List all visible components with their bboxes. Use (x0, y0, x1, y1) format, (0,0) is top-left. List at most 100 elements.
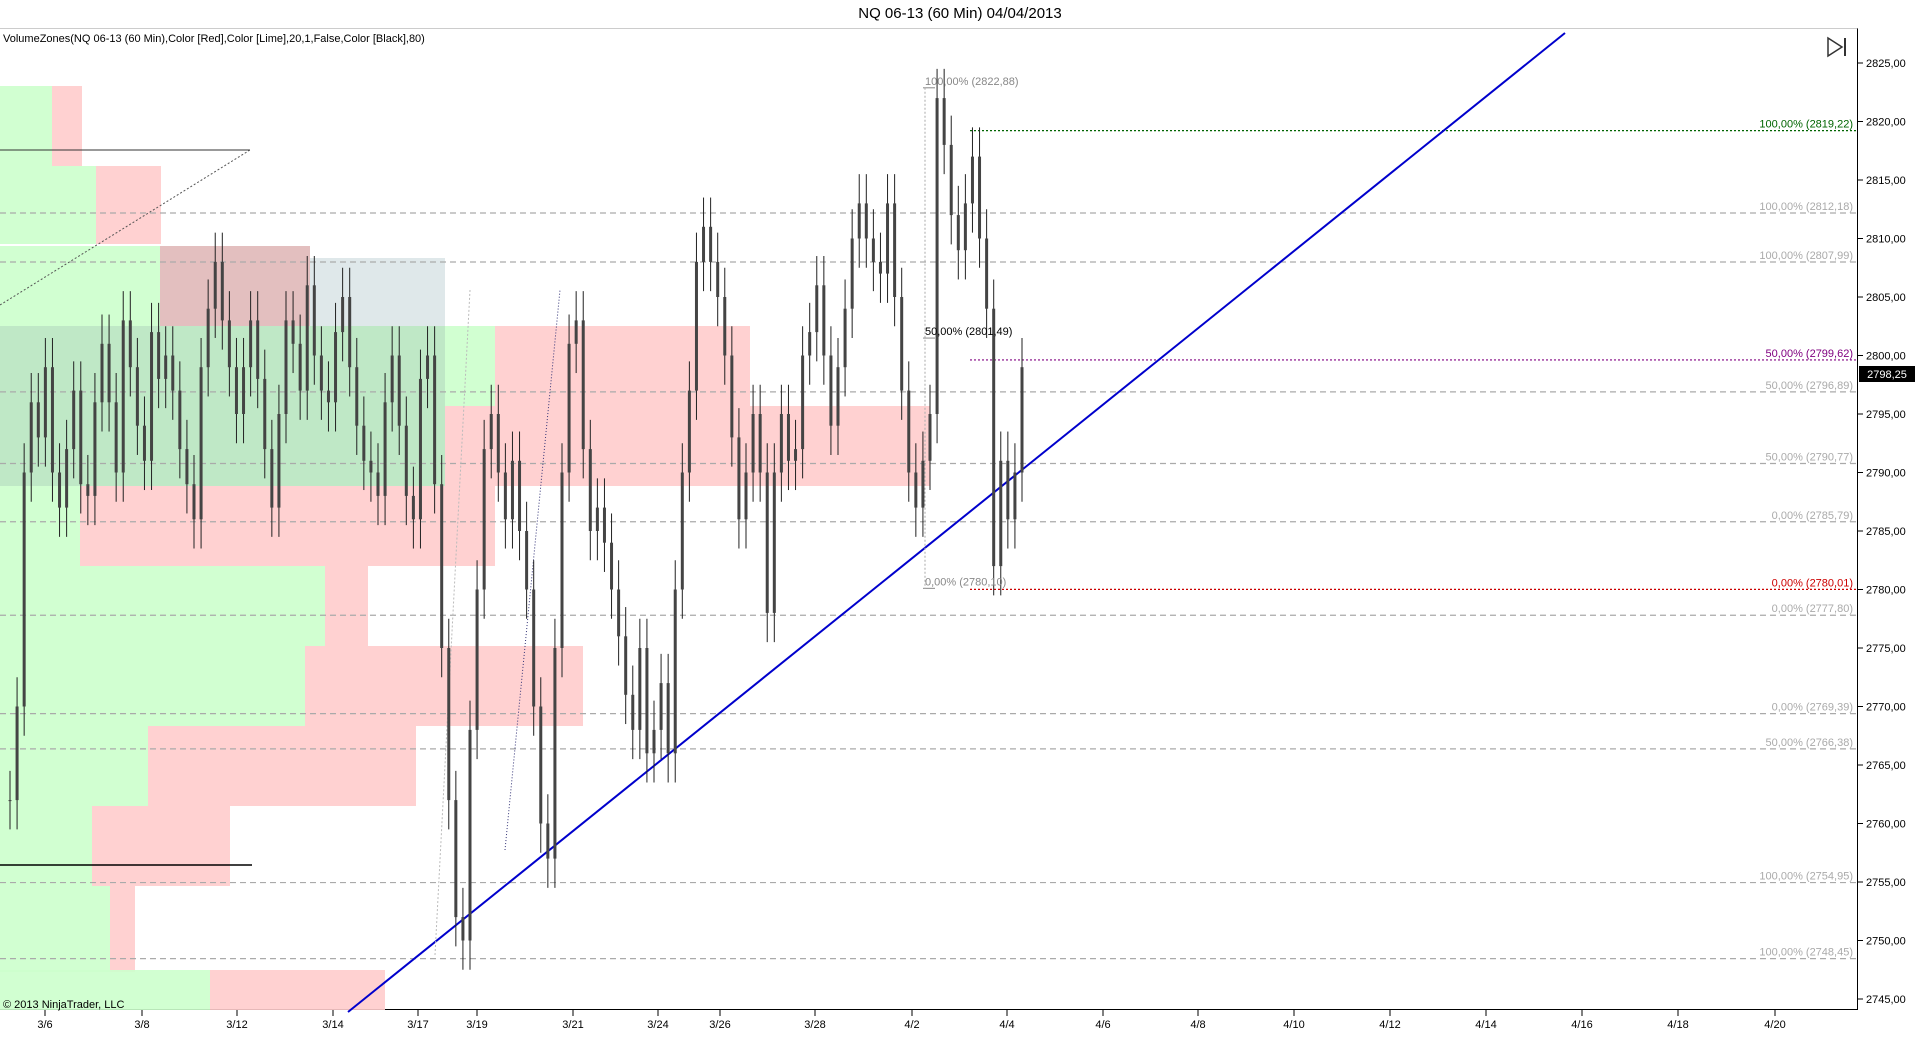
y-tick-label: 2805,00 (1866, 292, 1906, 304)
price-bar-body (850, 238, 854, 309)
volume-zone (325, 566, 368, 646)
x-tick-label: 3/14 (322, 1019, 343, 1031)
fib-level-label: 100,00% (2807,99) (1759, 250, 1853, 262)
x-tick-label: 3/26 (709, 1019, 730, 1031)
x-tick-label: 3/24 (647, 1019, 668, 1031)
price-bar-body (574, 320, 578, 344)
price-bar-body (36, 402, 40, 438)
skip-to-end-icon[interactable] (1826, 36, 1848, 58)
x-tick-label: 4/16 (1571, 1019, 1592, 1031)
y-tick-label: 2795,00 (1866, 409, 1906, 421)
y-tick-label: 2785,00 (1866, 526, 1906, 538)
price-bar-body (758, 414, 762, 473)
fib-level-label: 0,00% (2780,01) (1772, 577, 1853, 589)
price-bar-body (65, 449, 69, 508)
price-bar-body (730, 355, 734, 438)
price-bar-body (192, 484, 196, 520)
price-bar-body (72, 390, 76, 450)
price-bar-body (716, 261, 720, 297)
dotted-line (434, 289, 471, 956)
price-bar-body (992, 308, 996, 567)
volume-zone (0, 806, 92, 886)
price-bar-body (595, 507, 599, 531)
y-tick-label: 2825,00 (1866, 58, 1906, 70)
fib-level-label: 100,00% (2819,22) (1759, 119, 1853, 131)
fib-level-label: 0,00% (2769,39) (1772, 702, 1853, 714)
price-bar-body (86, 484, 90, 496)
price-bar-body (1006, 460, 1010, 520)
chart-panel[interactable] (0, 28, 1858, 1010)
price-bar-body (157, 332, 161, 379)
x-tick-label: 3/6 (37, 1019, 52, 1031)
volume-zone (445, 326, 495, 406)
price-bar-body (963, 203, 967, 251)
fib-level-label: 50,00% (2790,77) (1766, 451, 1853, 463)
price-bar-body (121, 320, 125, 473)
price-bar-body (836, 367, 840, 426)
price-bar-body (645, 648, 649, 754)
price-bar-body (610, 542, 614, 590)
chart-title: NQ 06-13 (60 Min) 04/04/2013 (858, 5, 1062, 22)
price-bar-body (312, 285, 316, 356)
price-bar-body (652, 729, 656, 754)
price-bar-body (843, 308, 847, 368)
price-bar-body (772, 472, 776, 613)
volume-zone (0, 970, 210, 1010)
volume-zone (52, 86, 82, 166)
price-bar-body (362, 425, 366, 461)
price-bar-body (539, 706, 543, 824)
price-bar-body (440, 484, 444, 648)
price-bar-body (532, 589, 536, 707)
fib-level-label: 50,00% (2766,38) (1766, 737, 1853, 749)
price-bar-body (199, 367, 203, 520)
x-tick-label: 4/2 (904, 1019, 919, 1031)
price-bar-body (249, 320, 253, 368)
price-bar-body (871, 238, 875, 262)
price-bar-body (220, 261, 224, 321)
swing-label: 50,00% (2801,49) (925, 326, 1012, 338)
volume-zone (92, 806, 230, 886)
price-bar-body (970, 156, 974, 204)
swing-label: 0,00% (2780,10) (925, 576, 1006, 588)
price-bars (8, 68, 1024, 970)
y-tick-label: 2820,00 (1866, 117, 1906, 129)
price-bar-body (369, 460, 373, 473)
x-tick-label: 3/12 (226, 1019, 247, 1031)
y-tick-label: 2755,00 (1866, 877, 1906, 889)
price-bar-body (178, 390, 182, 450)
dotted-line (0, 149, 251, 306)
price-bar-body (921, 460, 925, 508)
x-tick-label: 3/21 (562, 1019, 583, 1031)
fib-level-label: 0,00% (2785,79) (1772, 510, 1853, 522)
volume-zone (445, 406, 745, 486)
price-bar-body (341, 297, 345, 333)
y-tick-label: 2745,00 (1866, 994, 1906, 1006)
current-price-label: 2798,25 (1867, 369, 1907, 381)
volume-zone (148, 726, 416, 806)
swing-labels: 100,00% (2822,88) 50,00% (2801,49) 0,00% (… (923, 76, 1019, 589)
price-bar-body (801, 355, 805, 450)
price-bar-body (404, 425, 408, 496)
price-bar-body (999, 460, 1003, 567)
price-bar-body (1013, 472, 1017, 520)
price-bar-body (79, 390, 83, 485)
volume-zones (0, 86, 930, 1010)
x-tick-label: 4/10 (1283, 1019, 1304, 1031)
x-tick-label: 4/4 (999, 1019, 1014, 1031)
fib-level-label: 50,00% (2799,62) (1766, 348, 1853, 360)
indicator-label: VolumeZones(NQ 06-13 (60 Min),Color [Red… (3, 33, 425, 45)
price-bar-body (411, 495, 415, 520)
price-bar-body (298, 343, 302, 391)
price-bar-body (666, 683, 670, 754)
price-bar-body (786, 414, 790, 461)
x-tick-label: 3/8 (134, 1019, 149, 1031)
price-bar-body (454, 800, 458, 918)
fib-level-label: 100,00% (2754,95) (1759, 871, 1853, 883)
price-bar-body (305, 285, 309, 391)
price-bar-body (334, 332, 338, 403)
price-bar-body (985, 238, 989, 309)
y-tick-label: 2810,00 (1866, 234, 1906, 246)
fib-levels: 100,00% (2819,22) 100,00% (2812,18) 100,00… (0, 119, 1858, 960)
price-bar-body (50, 367, 54, 473)
